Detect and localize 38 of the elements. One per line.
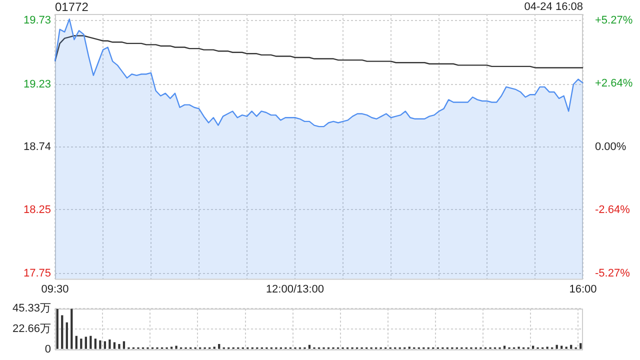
- y-tick-label: 18.25: [23, 204, 51, 216]
- y-tick-label: 19.73: [23, 14, 51, 26]
- y-tick-label: 18.74: [23, 141, 51, 154]
- bar: [113, 342, 116, 349]
- bar: [61, 315, 64, 349]
- chart-title: 01772: [55, 0, 88, 14]
- text: 04-24 16:08: [524, 1, 583, 13]
- bar: [175, 346, 178, 349]
- y2-tick-label: +2.64%: [595, 77, 633, 90]
- bar: [99, 340, 102, 349]
- bar: [308, 344, 311, 349]
- bar: [80, 338, 82, 349]
- y2-tick-label: -2.64%: [595, 204, 630, 216]
- bar: [94, 338, 97, 349]
- bar: [122, 341, 126, 349]
- bar: [75, 336, 78, 349]
- y-tick-label: 0: [44, 343, 51, 356]
- y2-tick-label: +5.27%: [595, 14, 633, 26]
- y2-tick-label: 0.00%: [595, 140, 626, 153]
- bar: [90, 336, 92, 349]
- y-tick-label: 19.23: [23, 78, 51, 90]
- bar: [556, 344, 558, 349]
- bar: [570, 344, 572, 349]
- x-tick-label: 09:30: [41, 283, 69, 296]
- bar: [580, 343, 582, 349]
- x-tick-label: 16:00: [569, 283, 597, 296]
- y2-tick-label: -5.27%: [595, 267, 630, 280]
- bar: [218, 344, 220, 349]
- bar: [66, 322, 68, 349]
- x-tick-label: 12:00/13:00: [266, 283, 324, 296]
- bar: [108, 340, 111, 349]
- bar: [84, 336, 87, 349]
- y-tick-label: 17.75: [23, 268, 51, 280]
- y-tick-label: 22.66万: [12, 323, 51, 336]
- bar: [70, 308, 73, 349]
- y-tick-label: 45.33万: [12, 302, 51, 315]
- bar: [104, 341, 106, 349]
- bar: [118, 344, 120, 349]
